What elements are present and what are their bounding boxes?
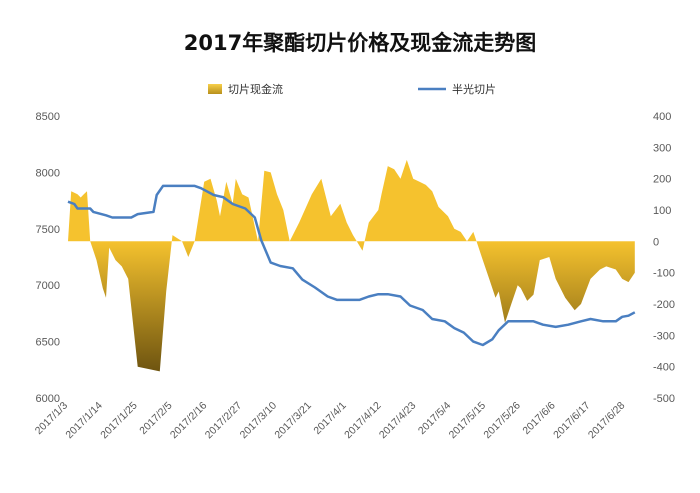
y-left-tick-label: 7000 [36, 280, 60, 292]
y-right-tick-label: 200 [653, 174, 671, 186]
y-left-tick-label: 7500 [36, 224, 60, 236]
y-right-tick-label: 0 [653, 236, 659, 248]
legend-label-price: 半光切片 [452, 82, 496, 96]
x-tick-label: 2017/4/23 [377, 400, 419, 442]
legend-swatch-cashflow [208, 84, 222, 94]
x-tick-label: 2017/1/25 [98, 400, 140, 442]
x-tick-label: 2017/1/14 [63, 400, 105, 442]
y-axis-right: -500 -400 -300 -200 -100 0 100 200 300 400 [653, 111, 675, 405]
x-tick-label: 2017/6/28 [586, 400, 628, 442]
y-right-tick-label: -400 [653, 362, 675, 374]
y-left-tick-label: 6000 [36, 393, 60, 405]
y-right-tick-label: 400 [653, 111, 671, 123]
x-tick-label: 2017/2/16 [168, 400, 210, 442]
x-tick-label: 2017/3/10 [238, 400, 280, 442]
y-right-tick-label: 100 [653, 205, 671, 217]
x-tick-label: 2017/5/15 [447, 400, 489, 442]
y-right-tick-label: -300 [653, 330, 675, 342]
x-axis: 2017/1/32017/1/142017/1/252017/2/52017/2… [33, 400, 628, 442]
y-right-tick-label: -200 [653, 299, 675, 311]
y-right-tick-label: -100 [653, 268, 675, 280]
legend-label-cashflow: 切片现金流 [228, 82, 283, 96]
legend: 切片现金流 半光切片 [208, 82, 496, 96]
y-right-tick-label: 300 [653, 142, 671, 154]
y-left-tick-label: 8500 [36, 111, 60, 123]
cashflow-area-series [68, 159, 635, 372]
cashflow-area-positive [68, 159, 635, 242]
x-tick-label: 2017/4/12 [342, 400, 384, 442]
chart-title: 2017年聚酯切片价格及现金流走势图 [184, 31, 536, 55]
y-right-tick-label: -500 [653, 393, 675, 405]
x-tick-label: 2017/6/17 [551, 400, 593, 442]
y-left-tick-label: 6500 [36, 337, 60, 349]
cashflow-area-negative [90, 241, 635, 372]
x-tick-label: 2017/3/21 [272, 400, 314, 442]
y-axis-left: 6000 6500 7000 7500 8000 8500 [36, 111, 60, 405]
price-line [67, 184, 636, 347]
price-line-series [67, 184, 636, 347]
y-left-tick-label: 8000 [36, 167, 60, 179]
x-tick-label: 2017/2/27 [203, 400, 245, 442]
x-tick-label: 2017/5/26 [481, 400, 523, 442]
